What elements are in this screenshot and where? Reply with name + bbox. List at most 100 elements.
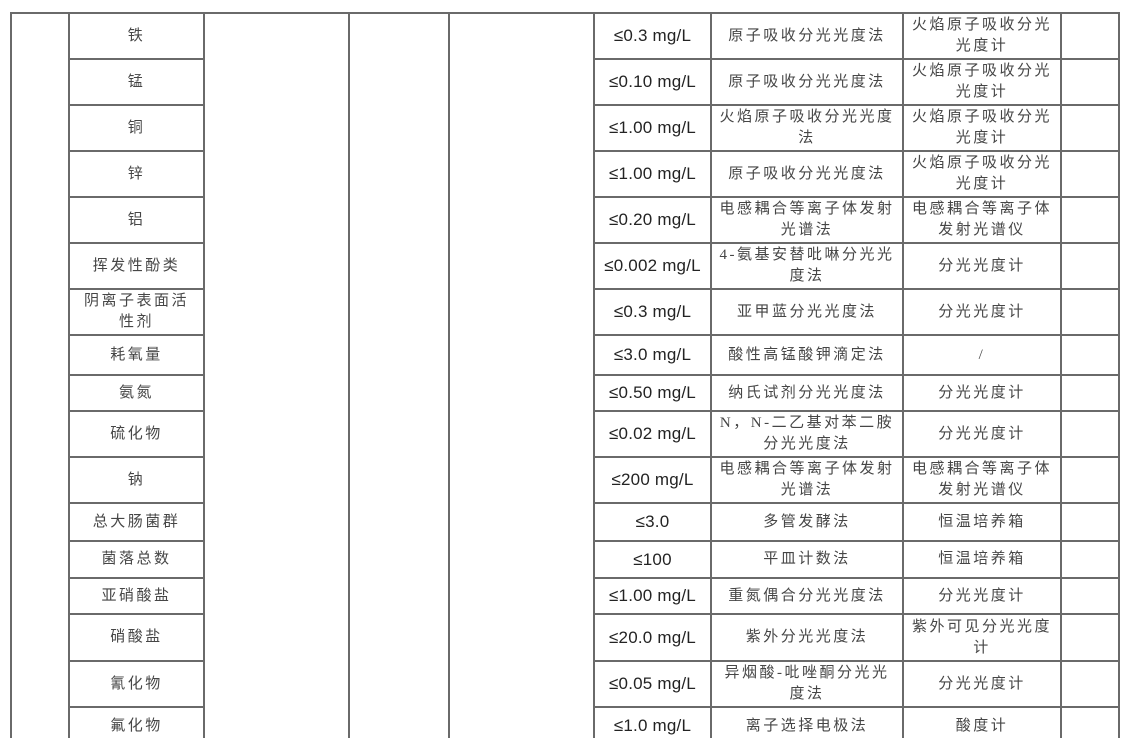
limit-value-cell: ≤1.00 mg/L bbox=[593, 577, 712, 615]
right-spacer-cell bbox=[1060, 706, 1120, 738]
param-name-cell: 硫化物 bbox=[68, 410, 205, 458]
table-row: 氟化物 ≤1.0 mg/L 离子选择电极法 酸度计 bbox=[11, 706, 1120, 738]
instrument-cell: 分光光度计 bbox=[902, 660, 1062, 708]
right-spacer-cell bbox=[1060, 58, 1120, 106]
param-name-cell: 钠 bbox=[68, 456, 205, 504]
instrument-cell: 电感耦合等离子体 发射光谱仪 bbox=[902, 456, 1062, 504]
right-spacer-cell bbox=[1060, 502, 1120, 542]
limit-value-cell: ≤3.0 mg/L bbox=[593, 334, 712, 376]
method-cell: 离子选择电极法 bbox=[710, 706, 904, 738]
table-row: 菌落总数 ≤100 平皿计数法 恒温培养箱 bbox=[11, 540, 1120, 579]
method-cell: 电感耦合等离子体发射 光谱法 bbox=[710, 456, 904, 504]
param-name-cell: 氨氮 bbox=[68, 374, 205, 412]
instrument-cell: 电感耦合等离子体 发射光谱仪 bbox=[902, 196, 1062, 244]
param-name-cell: 氰化物 bbox=[68, 660, 205, 708]
limit-value-cell: ≤3.0 bbox=[593, 502, 712, 542]
instrument-cell: 火焰原子吸收分光 光度计 bbox=[902, 150, 1062, 198]
param-name-cell: 菌落总数 bbox=[68, 540, 205, 579]
param-name-cell: 阴离子表面活 性剂 bbox=[68, 288, 205, 336]
lab-table-body: 铁 ≤0.3 mg/L 原子吸收分光光度法 火焰原子吸收分光 光度计锰 ≤0.10 mg… bbox=[10, 12, 1120, 738]
method-cell: 火焰原子吸收分光光度 法 bbox=[710, 104, 904, 152]
method-cell: 多管发酵法 bbox=[710, 502, 904, 542]
instrument-cell: 分光光度计 bbox=[902, 410, 1062, 458]
instrument-cell: 恒温培养箱 bbox=[902, 502, 1062, 542]
right-spacer-cell bbox=[1060, 660, 1120, 708]
right-spacer-cell bbox=[1060, 150, 1120, 198]
param-name-cell: 锰 bbox=[68, 58, 205, 106]
param-name-cell: 铁 bbox=[68, 12, 205, 60]
param-name-cell: 锌 bbox=[68, 150, 205, 198]
right-spacer-cell bbox=[1060, 456, 1120, 504]
instrument-cell: 分光光度计 bbox=[902, 288, 1062, 336]
right-spacer-cell bbox=[1060, 613, 1120, 662]
method-cell: 纳氏试剂分光光度法 bbox=[710, 374, 904, 412]
instrument-cell: 酸度计 bbox=[902, 706, 1062, 738]
merged-empty-cell bbox=[348, 12, 450, 738]
limit-value-cell: ≤100 bbox=[593, 540, 712, 579]
table-row: 阴离子表面活 性剂 ≤0.3 mg/L 亚甲蓝分光光度法 分光光度计 bbox=[11, 288, 1120, 336]
instrument-cell: 分光光度计 bbox=[902, 374, 1062, 412]
table-row: 耗氧量 ≤3.0 mg/L 酸性高锰酸钾滴定法 / bbox=[11, 334, 1120, 376]
table-row: 钠 ≤200 mg/L 电感耦合等离子体发射 光谱法 电感耦合等离子体 发射光谱仪 bbox=[11, 456, 1120, 504]
limit-value-cell: ≤0.10 mg/L bbox=[593, 58, 712, 106]
table-row: 氨氮 ≤0.50 mg/L 纳氏试剂分光光度法 分光光度计 bbox=[11, 374, 1120, 412]
limit-value-cell: ≤0.02 mg/L bbox=[593, 410, 712, 458]
instrument-cell: / bbox=[902, 334, 1062, 376]
limit-value-cell: ≤0.05 mg/L bbox=[593, 660, 712, 708]
table-row: 亚硝酸盐 ≤1.00 mg/L 重氮偶合分光光度法 分光光度计 bbox=[11, 577, 1120, 615]
param-name-cell: 铝 bbox=[68, 196, 205, 244]
method-cell: 酸性高锰酸钾滴定法 bbox=[710, 334, 904, 376]
method-cell: 原子吸收分光光度法 bbox=[710, 150, 904, 198]
method-cell: N，N-二乙基对苯二胺 分光光度法 bbox=[710, 410, 904, 458]
instrument-cell: 恒温培养箱 bbox=[902, 540, 1062, 579]
limit-value-cell: ≤1.0 mg/L bbox=[593, 706, 712, 738]
table-row: 挥发性酚类 ≤0.002 mg/L 4-氨基安替吡啉分光光 度法 分光光度计 bbox=[11, 242, 1120, 290]
limit-value-cell: ≤0.50 mg/L bbox=[593, 374, 712, 412]
right-spacer-cell bbox=[1060, 540, 1120, 579]
method-cell: 原子吸收分光光度法 bbox=[710, 12, 904, 60]
table-row: 锰 ≤0.10 mg/L 原子吸收分光光度法 火焰原子吸收分光 光度计 bbox=[11, 58, 1120, 106]
right-spacer-cell bbox=[1060, 196, 1120, 244]
limit-value-cell: ≤20.0 mg/L bbox=[593, 613, 712, 662]
method-cell: 原子吸收分光光度法 bbox=[710, 58, 904, 106]
right-spacer-cell bbox=[1060, 288, 1120, 336]
right-spacer-cell bbox=[1060, 242, 1120, 290]
param-name-cell: 总大肠菌群 bbox=[68, 502, 205, 542]
limit-value-cell: ≤0.3 mg/L bbox=[593, 288, 712, 336]
right-spacer-cell bbox=[1060, 374, 1120, 412]
table-row: 铜 ≤1.00 mg/L 火焰原子吸收分光光度 法火焰原子吸收分光 光度计 bbox=[11, 104, 1120, 152]
method-cell: 4-氨基安替吡啉分光光 度法 bbox=[710, 242, 904, 290]
instrument-cell: 火焰原子吸收分光 光度计 bbox=[902, 12, 1062, 60]
right-spacer-cell bbox=[1060, 104, 1120, 152]
method-cell: 平皿计数法 bbox=[710, 540, 904, 579]
instrument-cell: 分光光度计 bbox=[902, 577, 1062, 615]
limit-value-cell: ≤1.00 mg/L bbox=[593, 150, 712, 198]
method-cell: 异烟酸-吡唑酮分光光 度法 bbox=[710, 660, 904, 708]
table-row: 铁 ≤0.3 mg/L 原子吸收分光光度法 火焰原子吸收分光 光度计 bbox=[10, 12, 1120, 738]
table-row: 硫化物 ≤0.02 mg/L N，N-二乙基对苯二胺 分光光度法 分光光度计 bbox=[11, 410, 1120, 458]
instrument-cell: 火焰原子吸收分光 光度计 bbox=[902, 104, 1062, 152]
left-spacer-cell bbox=[10, 12, 70, 738]
param-name-cell: 铜 bbox=[68, 104, 205, 152]
table-row: 锌 ≤1.00 mg/L 原子吸收分光光度法 火焰原子吸收分光 光度计 bbox=[11, 150, 1120, 198]
table-row: 硝酸盐 ≤20.0 mg/L 紫外分光光度法 紫外可见分光光度 计 bbox=[11, 613, 1120, 662]
water-quality-test-table: 铁 ≤0.3 mg/L 原子吸收分光光度法 火焰原子吸收分光 光度计锰 ≤0.10 mg… bbox=[10, 12, 1120, 738]
method-cell: 紫外分光光度法 bbox=[710, 613, 904, 662]
limit-value-cell: ≤0.3 mg/L bbox=[593, 12, 712, 60]
instrument-cell: 火焰原子吸收分光 光度计 bbox=[902, 58, 1062, 106]
right-spacer-cell bbox=[1060, 12, 1120, 60]
limit-value-cell: ≤1.00 mg/L bbox=[593, 104, 712, 152]
method-cell: 亚甲蓝分光光度法 bbox=[710, 288, 904, 336]
method-cell: 电感耦合等离子体发射 光谱法 bbox=[710, 196, 904, 244]
right-spacer-cell bbox=[1060, 577, 1120, 615]
right-spacer-cell bbox=[1060, 410, 1120, 458]
param-name-cell: 硝酸盐 bbox=[68, 613, 205, 662]
method-cell: 重氮偶合分光光度法 bbox=[710, 577, 904, 615]
merged-empty-cell bbox=[203, 12, 350, 738]
table-row: 铝 ≤0.20 mg/L 电感耦合等离子体发射 光谱法 电感耦合等离子体 发射光谱仪 bbox=[11, 196, 1120, 244]
param-name-cell: 耗氧量 bbox=[68, 334, 205, 376]
limit-value-cell: ≤200 mg/L bbox=[593, 456, 712, 504]
table-row: 氰化物 ≤0.05 mg/L 异烟酸-吡唑酮分光光 度法 分光光度计 bbox=[11, 660, 1120, 708]
instrument-cell: 分光光度计 bbox=[902, 242, 1062, 290]
